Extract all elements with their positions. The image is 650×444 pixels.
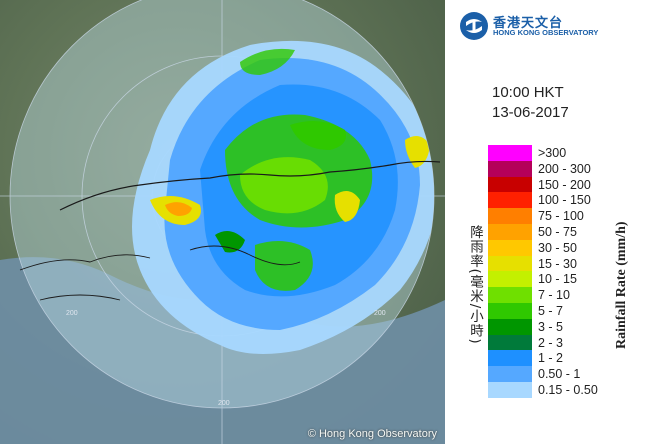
legend-item: 0.15 - 0.50 — [488, 382, 650, 400]
legend-label: 50 - 75 — [538, 225, 577, 239]
coastline-south — [189, 245, 301, 266]
hko-logo: 香港天文台 HONG KONG OBSERVATORY — [459, 11, 647, 43]
legend-item: 5 - 7 — [488, 303, 650, 321]
coastline — [59, 160, 441, 211]
legend-label: 0.15 - 0.50 — [538, 383, 598, 397]
legend-swatch — [488, 160, 532, 178]
legend-label: 2 - 3 — [538, 335, 564, 350]
legend-label: 10 - 15 — [538, 272, 577, 287]
legend-title-zh: 降雨率(毫米/小時) — [467, 225, 483, 345]
legend-swatch — [488, 224, 532, 241]
legend-item: >300 — [488, 145, 650, 163]
legend-item: 100 - 150 — [488, 192, 650, 210]
legend-label: 3 - 5 — [538, 319, 564, 334]
legend-swatch — [488, 303, 532, 320]
legend-swatch — [488, 145, 532, 162]
legend-swatch — [488, 255, 532, 272]
radar-map: 200 200 200 © Hong Kong Observatory — [0, 0, 445, 444]
legend-item: 30 - 50 — [488, 239, 650, 258]
legend-swatch — [488, 318, 532, 336]
legend-item: 7 - 10 — [488, 287, 650, 305]
legend-swatch — [488, 239, 532, 257]
sea-area — [0, 257, 445, 444]
legend-label: >300 — [538, 146, 567, 160]
legend-panel: 香港天文台 HONG KONG OBSERVATORY 10:00 HKT 13… — [445, 0, 650, 444]
range-ring-label: 200 — [66, 310, 78, 317]
copyright-notice: © Hong Kong Observatory — [307, 428, 437, 440]
legend-label: 7 - 10 — [538, 288, 570, 303]
legend-item: 2 - 3 — [488, 334, 650, 353]
legend-item: 0.50 - 1 — [488, 366, 650, 384]
legend-label: 1 - 2 — [538, 351, 564, 366]
legend-label: 75 - 100 — [538, 209, 584, 224]
legend-label: 15 - 30 — [538, 256, 577, 271]
range-ring-label: 200 — [374, 310, 386, 317]
legend-item: 75 - 100 — [488, 208, 650, 226]
org-name-zh: 香港天文台 — [493, 16, 564, 31]
legend-swatch — [488, 287, 532, 304]
observation-time: 10:00 HKT — [492, 84, 564, 101]
legend-swatch — [488, 366, 532, 383]
legend-item: 50 - 75 — [488, 224, 650, 242]
legend-item: 150 - 200 — [488, 176, 650, 195]
legend-swatch — [488, 208, 532, 225]
legend-label: 150 - 200 — [538, 177, 591, 192]
legend-swatch — [488, 176, 532, 193]
legend-swatch — [488, 192, 532, 209]
legend-item: 10 - 15 — [488, 271, 650, 289]
hko-logo-icon — [460, 12, 488, 40]
legend-swatch — [488, 271, 532, 288]
observation-date: 13-06-2017 — [492, 104, 569, 121]
radar-image — [0, 0, 445, 444]
legend-item: 15 - 30 — [488, 255, 650, 274]
coastline-west — [19, 254, 151, 301]
rain-echoes — [132, 40, 434, 354]
legend-swatch — [488, 350, 532, 367]
legend-item: 3 - 5 — [488, 318, 650, 337]
legend-label: 30 - 50 — [538, 240, 577, 255]
legend-label: 5 - 7 — [538, 304, 564, 318]
range-ring-label: 200 — [218, 400, 230, 407]
legend-label: 200 - 300 — [538, 161, 591, 176]
legend-label: 100 - 150 — [538, 193, 591, 208]
legend-swatch — [488, 334, 532, 351]
org-name-en: HONG KONG OBSERVATORY — [493, 28, 599, 37]
legend-item: 200 - 300 — [488, 160, 650, 179]
legend-label: 0.50 - 1 — [538, 367, 581, 382]
legend-item: 1 - 2 — [488, 350, 650, 368]
legend-swatch — [488, 382, 532, 399]
